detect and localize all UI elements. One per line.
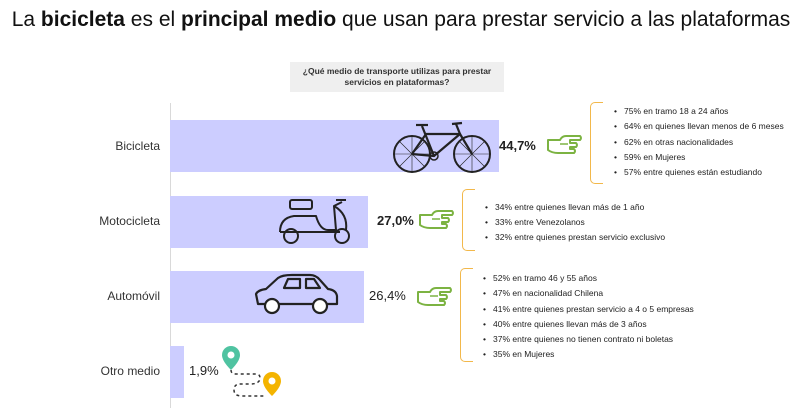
bar-otro-medio (170, 346, 184, 398)
note-item: 37% entre quienes no tienen contrato ni … (481, 332, 694, 348)
note-item: 47% en nacionalidad Chilena (481, 286, 694, 302)
category-label-otro-medio: Otro medio (100, 364, 160, 378)
note-bracket-motocicleta (462, 189, 475, 251)
note-item: 35% en Mujeres (481, 347, 694, 363)
notes-automovil: 52% en tramo 46 y 55 años 47% en naciona… (481, 271, 694, 363)
note-item: 59% en Mujeres (612, 150, 784, 166)
pointing-hand-icon (417, 287, 452, 306)
bar-bicicleta (170, 120, 499, 172)
value-label-bicicleta: 44,7% (499, 138, 536, 153)
category-axis-line (170, 103, 171, 408)
note-item: 62% en otras nacionalidades (612, 135, 784, 151)
value-label-motocicleta: 27,0% (377, 213, 414, 228)
bicycle-icon (393, 121, 491, 173)
note-item: 40% entre quienes llevan más de 3 años (481, 317, 694, 333)
note-item: 32% entre quienes prestan servicio exclu… (483, 230, 665, 245)
location-pin-icon (222, 346, 281, 397)
value-label-otro-medio: 1,9% (189, 363, 219, 378)
car-icon (254, 273, 339, 315)
page-title: La bicicleta es el principal medio que u… (11, 8, 791, 31)
note-item: 75% en tramo 18 a 24 años (612, 104, 784, 120)
question-label: ¿Qué medio de transporte utilizas para p… (290, 62, 504, 92)
notes-motocicleta: 34% entre quienes llevan más de 1 año 33… (483, 200, 665, 245)
category-label-bicicleta: Bicicleta (115, 139, 160, 153)
note-item: 52% en tramo 46 y 55 años (481, 271, 694, 287)
category-label-motocicleta: Motocicleta (99, 214, 160, 228)
note-item: 57% entre quienes están estudiando (612, 165, 784, 181)
note-item: 64% en quienes llevan menos de 6 meses (612, 119, 784, 135)
note-bracket-bicicleta (590, 102, 603, 184)
note-bracket-automovil (460, 268, 473, 362)
note-item: 34% entre quienes llevan más de 1 año (483, 200, 665, 215)
value-label-automovil: 26,4% (369, 288, 406, 303)
notes-bicicleta: 75% en tramo 18 a 24 años 64% en quienes… (612, 104, 784, 181)
scooter-icon (279, 199, 350, 244)
bar-automovil (170, 271, 365, 323)
note-item: 33% entre Venezolanos (483, 215, 665, 230)
note-item: 41% entre quienes prestan servicio a 4 o… (481, 302, 694, 318)
category-label-automovil: Automóvil (107, 289, 160, 303)
pointing-hand-icon (547, 135, 582, 154)
pointing-hand-icon (419, 210, 454, 229)
